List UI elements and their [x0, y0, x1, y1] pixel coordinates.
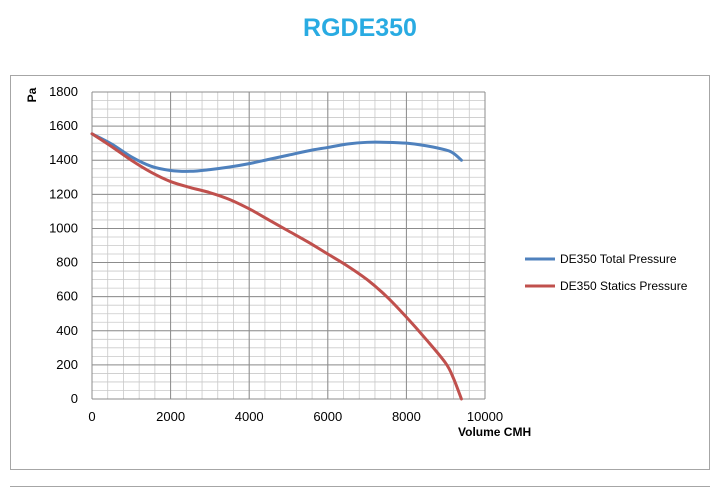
y-tick-label: 1400 — [49, 152, 78, 167]
page-title: RGDE350 — [303, 14, 417, 42]
y-tick-label: 0 — [71, 391, 78, 406]
x-tick-labels: 0 2000 4000 6000 8000 10000 — [88, 409, 503, 424]
series-lines — [90, 132, 463, 401]
y-tick-labels: 0 200 400 600 800 1000 1200 1400 1600 1800 — [49, 84, 78, 406]
legend-label-de350-total-pressure: DE350 Total Pressure — [560, 252, 677, 266]
x-axis-title: Volume CMH — [458, 425, 531, 439]
y-tick-label: 1600 — [49, 118, 78, 133]
x-tick-label: 0 — [88, 409, 95, 424]
x-tick-label: 4000 — [235, 409, 264, 424]
major-gridlines — [91, 91, 486, 400]
y-tick-label: 1800 — [49, 84, 78, 99]
y-tick-label: 400 — [56, 323, 78, 338]
x-tick-label: 6000 — [313, 409, 342, 424]
y-tick-label: 200 — [56, 357, 78, 372]
series-line-de350-total-pressure — [90, 132, 463, 173]
x-tick-label: 8000 — [392, 409, 421, 424]
x-tick-label: 10000 — [467, 409, 503, 424]
y-tick-label: 1200 — [49, 186, 78, 201]
x-tick-label: 2000 — [156, 409, 185, 424]
legend: DE350 Total Pressure DE350 Statics Pressu… — [525, 252, 688, 293]
y-tick-label: 1000 — [49, 220, 78, 235]
y-tick-label: 600 — [56, 289, 78, 304]
y-axis-title: Pa — [25, 87, 39, 102]
minor-gridlines — [91, 91, 486, 400]
legend-label-de350-statics-pressure: DE350 Statics Pressure — [560, 279, 688, 293]
y-tick-label: 800 — [56, 255, 78, 270]
series-line-de350-statics-pressure — [90, 132, 463, 401]
chart-frame — [10, 75, 710, 470]
